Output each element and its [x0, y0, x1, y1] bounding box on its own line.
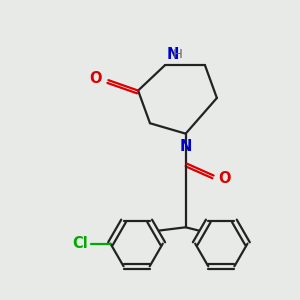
Text: H: H	[172, 48, 182, 62]
Text: O: O	[89, 71, 102, 86]
Text: N: N	[166, 47, 179, 62]
Text: Cl: Cl	[72, 236, 88, 251]
Text: O: O	[218, 171, 231, 186]
Text: N: N	[179, 139, 192, 154]
